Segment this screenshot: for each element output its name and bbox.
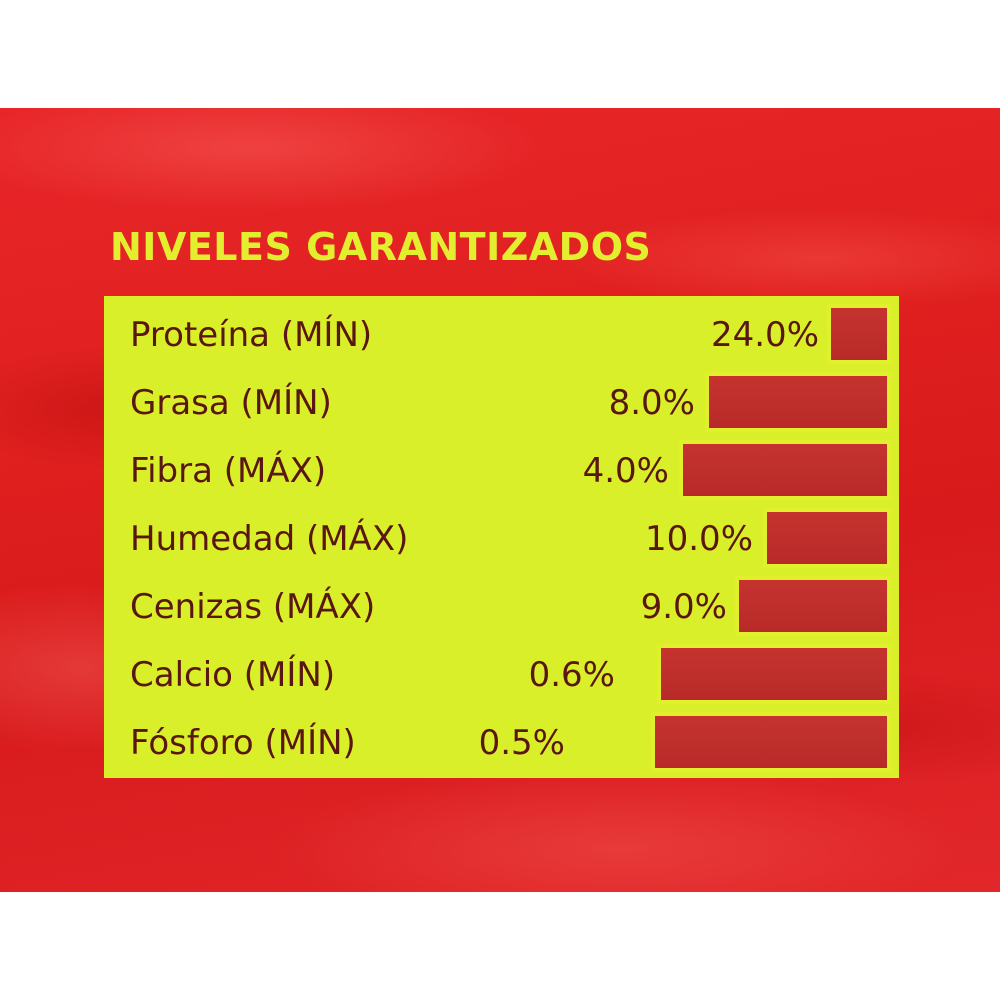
value-bar	[657, 644, 891, 704]
table-row: Calcio (MÍN) 0.6%	[108, 642, 895, 710]
table-row: Fibra (MÁX) 4.0%	[108, 438, 895, 506]
nutrient-label: Fósforo (MÍN)	[130, 723, 356, 763]
guaranteed-levels-heading: NIVELES GARANTIZADOS	[110, 225, 652, 269]
table-row: Proteína (MÍN) 24.0%	[108, 302, 895, 370]
nutrient-value: 24.0%	[710, 315, 819, 355]
table-row: Cenizas (MÁX) 9.0%	[108, 574, 895, 642]
nutrient-label: Grasa (MÍN)	[130, 383, 332, 423]
value-bar	[705, 372, 891, 432]
nutrient-value: 4.0%	[582, 451, 669, 491]
nutrient-value: 8.0%	[608, 383, 695, 423]
nutrient-value: 9.0%	[640, 587, 727, 627]
value-bar	[763, 508, 891, 568]
nutrient-label: Cenizas (MÁX)	[130, 587, 376, 627]
white-background	[0, 892, 1000, 1000]
nutrient-value: 0.5%	[478, 723, 565, 763]
value-bar	[735, 576, 891, 636]
nutrient-label: Calcio (MÍN)	[130, 655, 336, 695]
nutrient-value: 10.0%	[644, 519, 753, 559]
table-row: Fósforo (MÍN) 0.5%	[108, 710, 895, 778]
nutrient-value: 0.6%	[528, 655, 615, 695]
nutrition-table: Proteína (MÍN) 24.0% Grasa (MÍN) 8.0% Fi…	[104, 296, 899, 778]
value-bar	[679, 440, 891, 500]
value-bar	[827, 304, 891, 364]
table-row: Grasa (MÍN) 8.0%	[108, 370, 895, 438]
nutrient-label: Humedad (MÁX)	[130, 519, 409, 559]
table-row: Humedad (MÁX) 10.0%	[108, 506, 895, 574]
value-bar	[651, 712, 891, 772]
nutrient-label: Fibra (MÁX)	[130, 451, 327, 491]
nutrient-label: Proteína (MÍN)	[130, 315, 373, 355]
